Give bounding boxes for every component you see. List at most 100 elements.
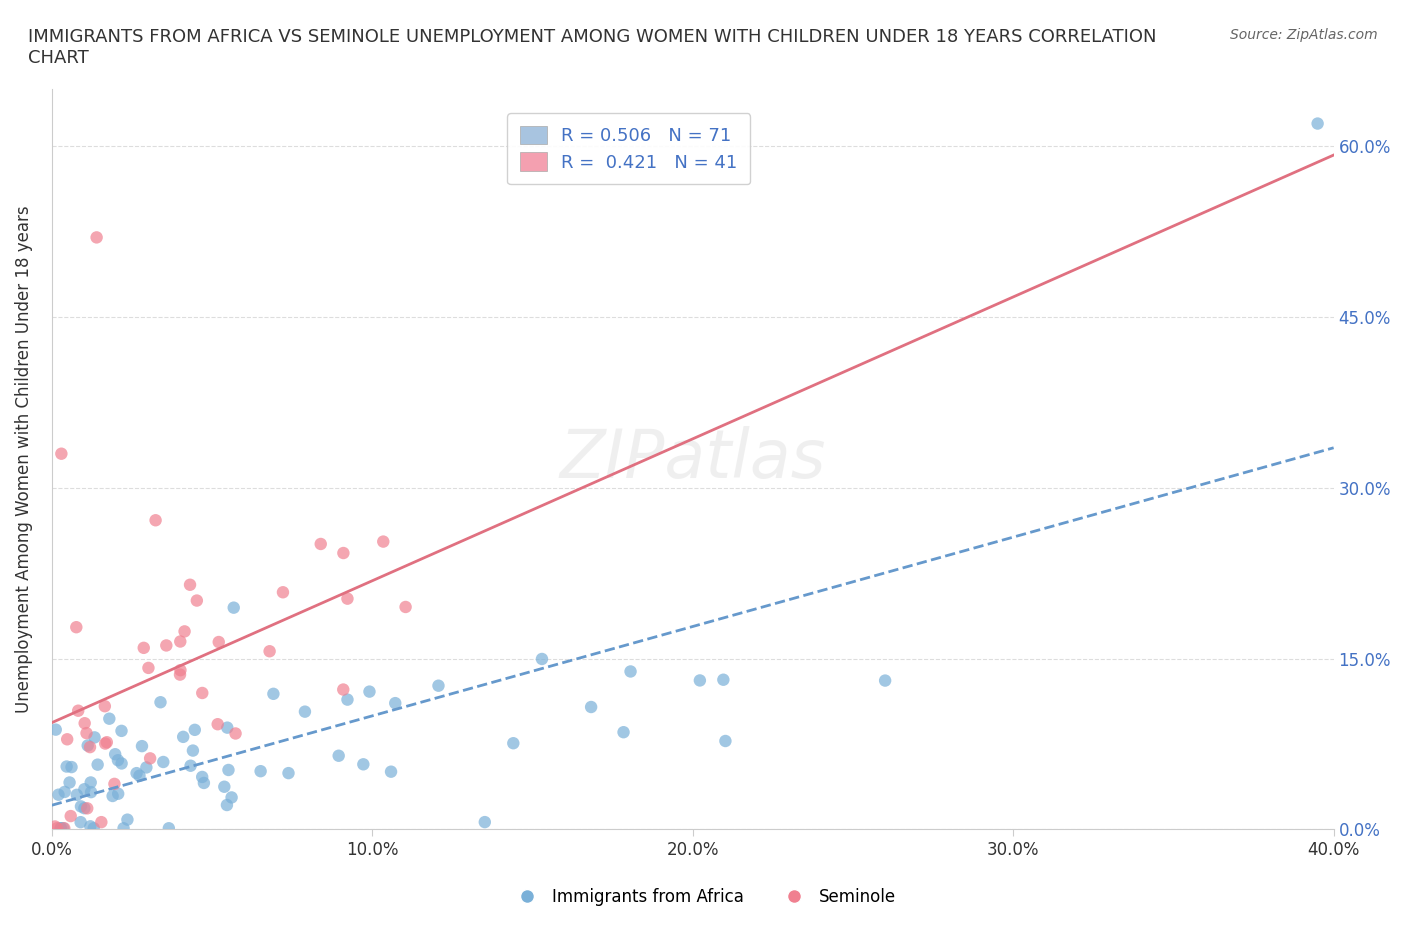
Point: [207, 717, 229, 732]
Point: [55, 759, 77, 774]
Point: [107, 752, 129, 767]
Point: [384, 696, 406, 711]
Point: [66, 788, 89, 803]
Point: [214, 779, 236, 794]
Point: [373, 534, 395, 549]
Point: [180, 758, 202, 773]
Legend: Immigrants from Africa, Seminole: Immigrants from Africa, Seminole: [503, 881, 903, 912]
Point: [875, 673, 897, 688]
Point: [352, 757, 374, 772]
Point: [65, 619, 87, 634]
Point: [98, 711, 121, 726]
Point: [67, 703, 90, 718]
Point: [83, 821, 105, 836]
Point: [173, 624, 195, 639]
Point: [80, 775, 103, 790]
Point: [169, 663, 191, 678]
Point: [336, 591, 359, 606]
Point: [48, 788, 70, 803]
Point: [474, 815, 496, 830]
Point: [56, 732, 79, 747]
Point: [58, 775, 80, 790]
Point: [73, 782, 96, 797]
Point: [53, 785, 76, 800]
Point: [44, 819, 66, 834]
Point: [94, 737, 117, 751]
Point: [222, 600, 245, 615]
Point: [181, 743, 204, 758]
Point: [73, 801, 96, 816]
Point: [46, 821, 69, 836]
Point: [169, 667, 191, 682]
Point: [225, 726, 247, 741]
Text: ZIPatlas: ZIPatlas: [560, 426, 825, 492]
Point: [271, 585, 294, 600]
Point: [217, 763, 239, 777]
Point: [110, 724, 132, 738]
Point: [73, 716, 96, 731]
Text: IMMIGRANTS FROM AFRICA VS SEMINOLE UNEMPLOYMENT AMONG WOMEN WITH CHILDREN UNDER : IMMIGRANTS FROM AFRICA VS SEMINOLE UNEMP…: [28, 28, 1157, 67]
Point: [90, 815, 112, 830]
Point: [157, 821, 180, 836]
Point: [259, 644, 281, 658]
Point: [427, 678, 450, 693]
Point: [51, 446, 73, 461]
Point: [155, 638, 177, 653]
Point: [69, 815, 91, 830]
Point: [1306, 116, 1329, 131]
Point: [138, 660, 160, 675]
Point: [332, 546, 354, 561]
Point: [186, 593, 208, 608]
Point: [152, 754, 174, 769]
Point: [714, 734, 737, 749]
Point: [208, 634, 231, 649]
Point: [60, 760, 83, 775]
Point: [135, 760, 157, 775]
Point: [128, 768, 150, 783]
Point: [249, 764, 271, 778]
Point: [502, 736, 524, 751]
Point: [139, 751, 162, 765]
Point: [711, 672, 734, 687]
Point: [217, 720, 239, 735]
Point: [689, 673, 711, 688]
Point: [103, 777, 125, 791]
Point: [49, 821, 72, 836]
Point: [530, 652, 553, 667]
Point: [294, 704, 316, 719]
Point: [380, 764, 402, 779]
Point: [96, 735, 118, 750]
Point: [169, 634, 191, 649]
Point: [79, 739, 101, 754]
Point: [277, 765, 299, 780]
Point: [262, 686, 284, 701]
Point: [191, 769, 214, 784]
Point: [76, 801, 98, 816]
Point: [221, 790, 243, 804]
Y-axis label: Unemployment Among Women with Children Under 18 years: Unemployment Among Women with Children U…: [15, 206, 32, 713]
Point: [70, 799, 93, 814]
Point: [145, 512, 167, 527]
Point: [86, 230, 108, 245]
Point: [53, 821, 76, 836]
Point: [193, 776, 215, 790]
Point: [394, 600, 416, 615]
Point: [107, 786, 129, 801]
Point: [132, 641, 155, 656]
Point: [101, 789, 124, 804]
Point: [125, 765, 148, 780]
Point: [80, 785, 103, 800]
Point: [83, 730, 105, 745]
Point: [112, 821, 135, 836]
Point: [45, 723, 67, 737]
Text: Source: ZipAtlas.com: Source: ZipAtlas.com: [1230, 28, 1378, 42]
Point: [179, 578, 201, 592]
Point: [76, 738, 98, 753]
Point: [59, 808, 82, 823]
Point: [49, 821, 72, 836]
Point: [117, 812, 139, 827]
Point: [104, 747, 127, 762]
Point: [215, 798, 238, 813]
Point: [172, 729, 194, 744]
Point: [309, 537, 332, 551]
